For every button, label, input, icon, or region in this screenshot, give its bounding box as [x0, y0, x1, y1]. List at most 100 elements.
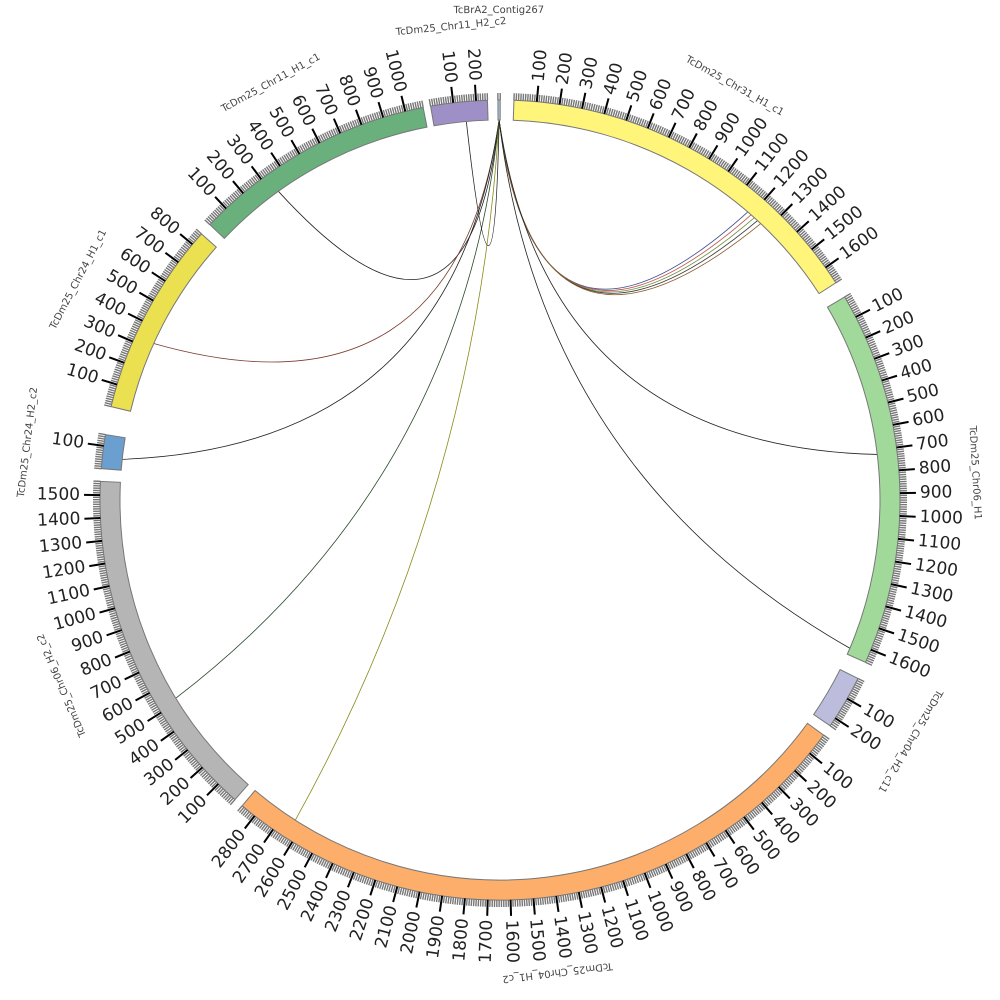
minor-tick — [742, 176, 748, 183]
minor-tick — [783, 213, 790, 220]
minor-tick — [337, 866, 342, 874]
minor-tick — [127, 661, 135, 666]
minor-tick — [276, 834, 282, 841]
minor-tick — [95, 455, 103, 458]
minor-tick — [401, 888, 405, 896]
major-tick — [870, 648, 887, 657]
minor-tick — [867, 657, 875, 662]
minor-tick — [854, 683, 862, 689]
minor-tick — [415, 891, 419, 899]
minor-tick — [736, 822, 742, 829]
minor-tick — [660, 865, 666, 873]
minor-tick — [354, 119, 358, 127]
minor-tick — [592, 104, 596, 112]
minor-tick — [157, 715, 164, 721]
tick-label: 2100 — [371, 903, 401, 950]
minor-tick — [768, 795, 774, 803]
minor-tick — [895, 556, 903, 559]
minor-tick — [794, 225, 801, 231]
minor-tick — [460, 94, 463, 102]
minor-tick — [896, 448, 904, 451]
minor-tick — [412, 890, 416, 898]
minor-tick — [676, 134, 681, 142]
tick-label: 1400 — [549, 914, 575, 960]
minor-tick — [772, 201, 779, 208]
minor-tick — [604, 885, 609, 893]
minor-tick — [313, 137, 319, 145]
segment-tcdm25_chr24_h1_c1: 100200300400500600700800TcDm25_Chr24_H1_… — [48, 203, 218, 412]
minor-tick — [852, 307, 860, 312]
segment-name-label: TcDm25_Chr24_H2_c2 — [16, 387, 40, 499]
minor-tick — [821, 736, 829, 742]
minor-tick — [709, 839, 715, 847]
tick-label: 400 — [898, 355, 935, 384]
minor-tick — [266, 827, 272, 835]
minor-tick — [778, 208, 785, 215]
minor-tick — [389, 107, 393, 116]
minor-tick — [129, 329, 137, 334]
minor-tick — [143, 302, 151, 308]
major-tick — [174, 749, 189, 761]
minor-tick — [634, 116, 638, 124]
minor-tick — [580, 891, 584, 899]
minor-tick — [396, 106, 400, 114]
minor-tick — [878, 368, 886, 373]
minor-tick — [671, 860, 676, 868]
minor-tick — [458, 897, 461, 906]
minor-tick — [888, 592, 896, 596]
minor-tick — [797, 228, 805, 235]
minor-tick — [670, 131, 675, 139]
major-tick — [270, 152, 281, 167]
tick-label: 1000 — [919, 507, 963, 529]
minor-tick — [282, 837, 288, 845]
minor-tick — [189, 758, 196, 764]
minor-tick — [317, 135, 323, 143]
minor-tick — [168, 263, 175, 269]
major-tick — [400, 95, 407, 112]
minor-tick — [550, 896, 554, 904]
minor-tick — [382, 109, 387, 117]
minor-tick — [113, 370, 121, 375]
minor-tick — [810, 750, 817, 757]
minor-tick — [803, 759, 810, 766]
minor-tick — [820, 738, 827, 744]
minor-tick — [869, 344, 877, 349]
minor-tick — [188, 237, 195, 244]
minor-tick — [110, 379, 118, 383]
tick-label: 600 — [911, 405, 947, 431]
major-tick — [179, 233, 194, 246]
major-tick — [325, 862, 334, 879]
minor-tick — [241, 184, 248, 191]
minor-tick — [857, 677, 865, 683]
minor-tick — [601, 106, 605, 114]
minor-tick — [284, 839, 290, 846]
major-tick — [101, 378, 118, 386]
minor-tick — [119, 353, 127, 358]
minor-tick — [324, 861, 330, 869]
minor-tick — [418, 100, 422, 109]
minor-tick — [94, 531, 102, 533]
minor-tick — [193, 763, 200, 770]
minor-tick — [649, 122, 654, 130]
tick-label: 1200 — [41, 557, 87, 584]
minor-tick — [376, 111, 380, 120]
minor-tick — [465, 94, 468, 102]
minor-tick — [814, 745, 822, 751]
minor-tick — [105, 596, 113, 600]
major-tick — [244, 815, 256, 830]
minor-tick — [880, 621, 888, 625]
minor-tick — [391, 107, 395, 115]
minor-tick — [153, 710, 161, 715]
major-tick — [311, 128, 321, 144]
minor-tick — [874, 357, 882, 362]
minor-tick — [564, 894, 568, 902]
minor-tick — [893, 569, 901, 573]
minor-tick — [428, 893, 432, 901]
minor-tick — [115, 364, 123, 368]
minor-tick — [281, 155, 287, 163]
major-tick — [283, 841, 294, 857]
minor-tick — [306, 851, 311, 859]
minor-tick — [690, 142, 696, 150]
minor-tick — [598, 887, 602, 895]
minor-tick — [165, 727, 172, 733]
